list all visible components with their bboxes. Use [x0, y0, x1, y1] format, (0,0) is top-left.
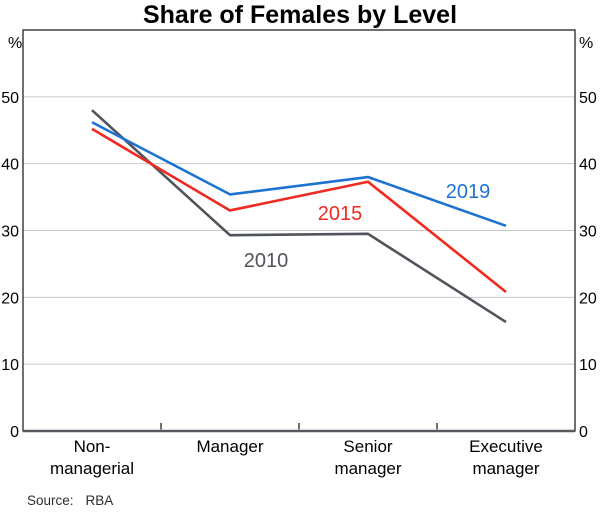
- y-tick-label-left-30: 30: [1, 224, 19, 241]
- x-category-label: Senior: [343, 437, 392, 456]
- series-label-2015: 2015: [318, 203, 363, 225]
- x-category-label: managerial: [50, 459, 134, 478]
- source-value: RBA: [85, 493, 114, 508]
- y-tick-label-left-0: 0: [10, 424, 19, 441]
- y-tick-label-left-40: 40: [1, 157, 19, 174]
- y-unit-right: %: [579, 35, 593, 52]
- series-label-2019: 2019: [446, 181, 491, 203]
- y-tick-label-left-50: 50: [1, 90, 19, 107]
- chart-title: Share of Females by Level: [142, 1, 458, 29]
- y-tick-label-right-10: 10: [579, 357, 597, 374]
- series-line-2010: [91, 109, 507, 324]
- y-tick-label-left-20: 20: [1, 290, 19, 307]
- x-category-label: Manager: [196, 437, 263, 456]
- y-unit-left: %: [8, 35, 22, 52]
- x-category-label: manager: [334, 459, 401, 478]
- x-category-label: Executive: [469, 437, 543, 456]
- series-label-2010: 2010: [244, 250, 289, 272]
- y-tick-label-right-30: 30: [579, 224, 597, 241]
- y-tick-label-right-0: 0: [579, 424, 588, 441]
- series-line-2019: [91, 121, 507, 228]
- x-category-label: manager: [472, 459, 539, 478]
- source-label: Source:: [27, 493, 74, 508]
- y-tick-label-left-10: 10: [1, 357, 19, 374]
- y-tick-label-right-50: 50: [579, 90, 597, 107]
- source-note: Source: RBA: [27, 493, 113, 508]
- y-tick-label-right-20: 20: [579, 290, 597, 307]
- x-category-label: Non-: [74, 437, 111, 456]
- series-line-2015: [91, 127, 507, 294]
- y-tick-label-right-40: 40: [579, 157, 597, 174]
